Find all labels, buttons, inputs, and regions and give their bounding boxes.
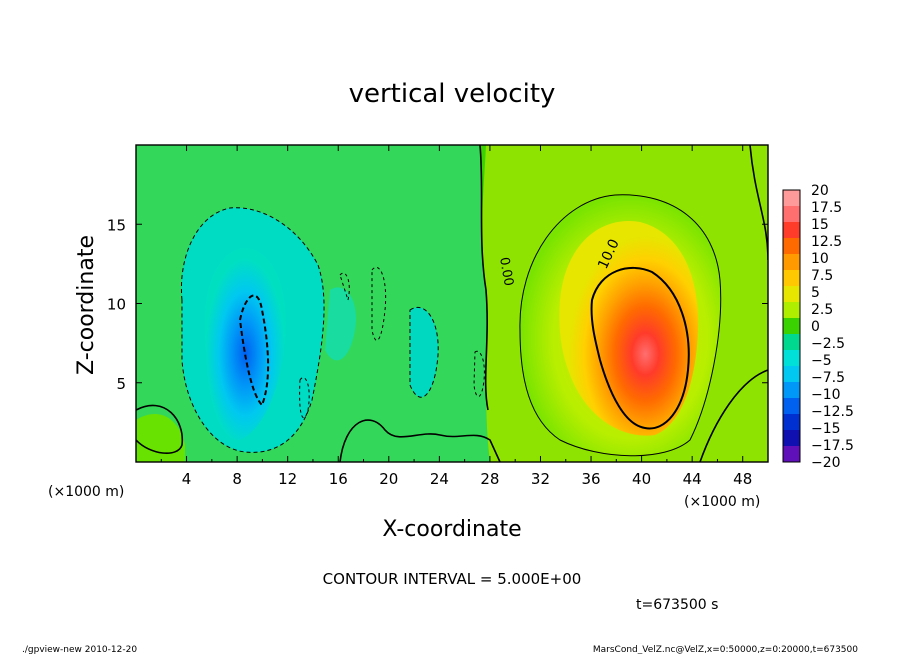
colorbar-frame bbox=[782, 189, 801, 463]
x-tick-label: 4 bbox=[182, 470, 192, 488]
x-unit-label-right: (×1000 m) bbox=[684, 494, 760, 510]
updraft-core-region bbox=[559, 220, 699, 436]
time-label: t=673500 s bbox=[636, 597, 718, 613]
colorbar-swatch bbox=[783, 414, 800, 431]
x-tick-label: 44 bbox=[683, 470, 702, 488]
colorbar-label: 20 bbox=[811, 183, 829, 199]
y-tick-label: 5 bbox=[116, 375, 126, 393]
footer-left: ./gpview-new 2010-12-20 bbox=[22, 645, 137, 654]
colorbar-swatch bbox=[783, 254, 800, 271]
colorbar-label: −12.5 bbox=[811, 404, 854, 420]
colorbar-swatch bbox=[783, 446, 800, 463]
x-tick-label: 36 bbox=[581, 470, 600, 488]
colorbar-label: −10 bbox=[811, 387, 841, 403]
colorbar-swatch bbox=[783, 398, 800, 415]
colorbar-label: 5 bbox=[811, 285, 820, 301]
plot-area bbox=[136, 145, 768, 462]
colorbar-swatch bbox=[783, 334, 800, 351]
chart-title: vertical velocity bbox=[349, 79, 556, 109]
colorbar: 2017.51512.5107.552.50−2.5−5−7.5−10−12.5… bbox=[782, 183, 854, 471]
colorbar-label: −20 bbox=[811, 455, 841, 471]
colorbar-swatch bbox=[783, 286, 800, 303]
colorbar-label: 12.5 bbox=[811, 234, 842, 250]
colorbar-swatch bbox=[783, 350, 800, 367]
colorbar-label: 15 bbox=[811, 217, 829, 233]
colorbar-label: −7.5 bbox=[811, 370, 845, 386]
x-tick-label: 16 bbox=[329, 470, 348, 488]
x-tick-label: 12 bbox=[278, 470, 297, 488]
contour-interval: CONTOUR INTERVAL = 5.000E+00 bbox=[323, 570, 582, 588]
x-tick-label: 8 bbox=[232, 470, 242, 488]
x-tick-label: 20 bbox=[379, 470, 398, 488]
colorbar-label: 0 bbox=[811, 319, 820, 335]
colorbar-label: 2.5 bbox=[811, 302, 833, 318]
y-axis: 5 10 15 bbox=[107, 216, 768, 393]
colorbar-swatch bbox=[783, 366, 800, 383]
x-tick-label: 28 bbox=[480, 470, 499, 488]
colorbar-swatch bbox=[783, 430, 800, 447]
y-axis-title: Z-coordinate bbox=[74, 235, 99, 375]
colorbar-swatch bbox=[783, 270, 800, 287]
x-unit-label-left: (×1000 m) bbox=[48, 484, 124, 500]
colorbar-label: −2.5 bbox=[811, 336, 845, 352]
colorbar-label: −17.5 bbox=[811, 438, 854, 454]
x-tick-label: 40 bbox=[632, 470, 651, 488]
x-tick-label: 48 bbox=[733, 470, 752, 488]
colorbar-label: 7.5 bbox=[811, 268, 833, 284]
y-tick-label: 15 bbox=[107, 216, 126, 234]
colorbar-label: 10 bbox=[811, 251, 829, 267]
y-tick-label: 10 bbox=[107, 296, 126, 314]
colorbar-swatch bbox=[783, 238, 800, 255]
x-tick-label: 24 bbox=[430, 470, 449, 488]
colorbar-swatch bbox=[783, 382, 800, 399]
colorbar-label: −15 bbox=[811, 421, 841, 437]
colorbar-label: 17.5 bbox=[811, 200, 842, 216]
colorbar-label: −5 bbox=[811, 353, 832, 369]
x-axis: 4 8 12 16 20 24 28 32 36 40 44 48 bbox=[160, 145, 752, 488]
footer-right: MarsCond_VelZ.nc@VelZ,x=0:50000,z=0:2000… bbox=[593, 645, 858, 654]
x-tick-label: 32 bbox=[531, 470, 550, 488]
colorbar-swatch bbox=[783, 302, 800, 319]
colorbar-swatch bbox=[783, 206, 800, 223]
colorbar-swatch bbox=[783, 222, 800, 239]
colorbar-swatch bbox=[783, 190, 800, 207]
contour-label-zero: 0.00 bbox=[496, 256, 516, 287]
colorbar-swatch bbox=[783, 318, 800, 335]
x-axis-title: X-coordinate bbox=[382, 517, 521, 542]
